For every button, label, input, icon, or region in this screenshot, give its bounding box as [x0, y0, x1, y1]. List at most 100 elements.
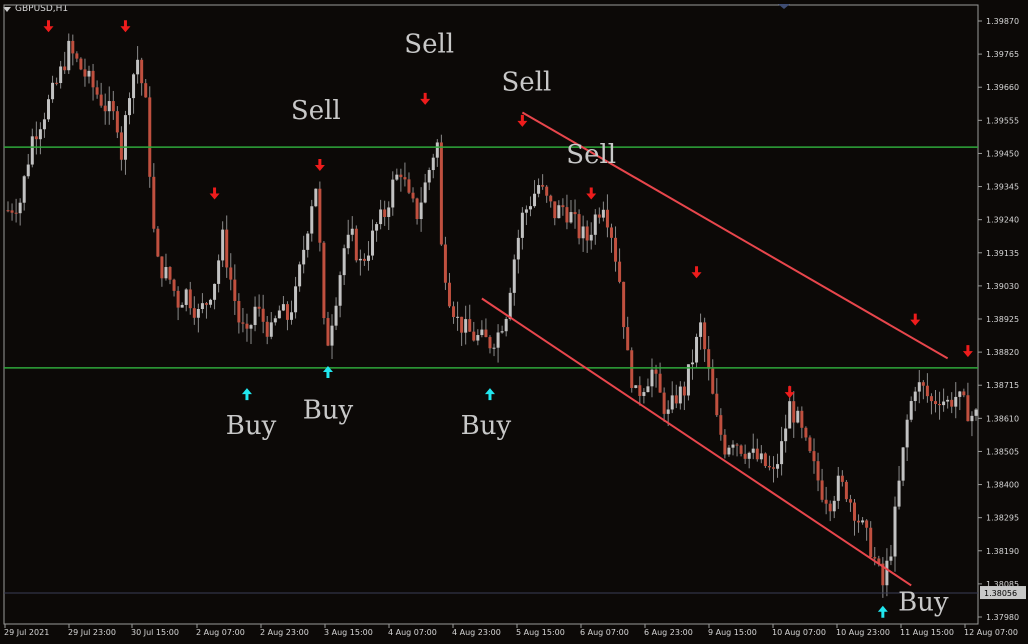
- bull-candle: [537, 185, 541, 194]
- bull-candle: [375, 224, 379, 231]
- bear-candle: [743, 453, 747, 459]
- bear-candle: [472, 331, 476, 341]
- bull-candle: [784, 428, 788, 442]
- bear-candle: [804, 427, 808, 438]
- sell-arrow-icon: [420, 92, 431, 105]
- bear-candle: [91, 70, 95, 88]
- bear-candle: [55, 82, 59, 84]
- bear-candle: [188, 289, 192, 309]
- bull-candle: [678, 386, 682, 404]
- x-axis-tick-label: 12 Aug 07:00: [964, 628, 1018, 637]
- bull-candle: [695, 336, 699, 363]
- y-axis-tick-label: 1.38190: [986, 547, 1019, 556]
- bear-candle: [877, 558, 881, 564]
- bull-candle: [196, 308, 200, 318]
- bear-candle: [824, 499, 828, 504]
- channel-lower-line: [481, 297, 912, 587]
- x-axis-tick-label: 5 Aug 15:00: [516, 628, 565, 637]
- bear-candle: [755, 448, 759, 460]
- bear-candle: [873, 557, 877, 559]
- bull-candle: [249, 325, 253, 329]
- bull-candle: [500, 331, 504, 333]
- bull-candle: [391, 179, 395, 208]
- bull-candle: [759, 453, 763, 460]
- bull-candle: [646, 386, 650, 393]
- bull-candle: [277, 310, 281, 319]
- sell-arrow-icon: [784, 386, 795, 399]
- bull-candle: [885, 560, 889, 586]
- window-marker-icon: [778, 4, 790, 9]
- bull-candle: [18, 202, 22, 214]
- bear-candle: [148, 97, 152, 177]
- bull-candle: [496, 332, 500, 348]
- bull-candle: [557, 205, 561, 219]
- bull-candle: [897, 480, 901, 507]
- channel-upper-line: [521, 111, 949, 360]
- bear-candle: [711, 368, 715, 394]
- bull-candle: [302, 249, 306, 265]
- symbol-title-bar[interactable]: GBPUSD,H1: [3, 4, 68, 14]
- bear-candle: [816, 461, 820, 481]
- bear-candle: [881, 563, 885, 586]
- bear-candle: [577, 214, 581, 239]
- bear-candle: [354, 228, 358, 261]
- bull-candle: [901, 447, 905, 481]
- sell-arrow-icon: [517, 114, 528, 127]
- bear-candle: [573, 212, 577, 215]
- bull-candle: [42, 119, 46, 130]
- bull-candle: [269, 322, 273, 337]
- bull-candle: [128, 98, 132, 116]
- bear-candle: [322, 242, 326, 319]
- bull-candle: [524, 209, 528, 213]
- bear-candle: [820, 480, 824, 500]
- bear-candle: [938, 403, 942, 406]
- x-axis-tick-label: 4 Aug 07:00: [388, 628, 437, 637]
- bull-candle: [59, 66, 63, 84]
- bull-candle: [221, 229, 225, 261]
- bull-candle: [200, 303, 204, 309]
- bull-candle: [67, 40, 71, 71]
- bull-candle: [273, 318, 277, 323]
- dropdown-triangle-icon[interactable]: [3, 6, 11, 12]
- bear-candle: [828, 503, 832, 512]
- bear-candle: [468, 319, 472, 332]
- bear-candle: [383, 209, 387, 217]
- bear-candle: [545, 186, 549, 196]
- bull-candle: [780, 441, 784, 465]
- x-axis-tick-label: 4 Aug 23:00: [452, 628, 501, 637]
- bear-candle: [735, 444, 739, 446]
- bull-candle: [38, 129, 42, 140]
- bear-candle: [739, 445, 743, 454]
- bull-candle: [423, 182, 427, 203]
- bear-candle: [626, 327, 630, 351]
- y-axis-tick-label: 1.39870: [986, 17, 1019, 26]
- bull-candle: [184, 289, 188, 305]
- sell-signal-label: Sell: [291, 96, 341, 126]
- bear-candle: [443, 244, 447, 283]
- bear-candle: [921, 382, 925, 386]
- bear-candle: [160, 256, 164, 279]
- plot-frame: [3, 4, 979, 625]
- bull-candle: [913, 391, 917, 402]
- bull-candle: [136, 59, 140, 75]
- bear-candle: [192, 308, 196, 318]
- bull-candle: [905, 419, 909, 448]
- bull-candle: [593, 214, 597, 235]
- bear-candle: [962, 391, 966, 396]
- bull-candle: [310, 206, 314, 234]
- bear-candle: [723, 434, 727, 455]
- bull-candle: [47, 99, 51, 120]
- sell-arrow-icon: [691, 266, 702, 279]
- bull-candle: [330, 325, 334, 346]
- bear-candle: [565, 207, 569, 223]
- y-axis-tick-label: 1.39240: [986, 216, 1019, 225]
- bull-candle: [970, 415, 974, 422]
- bull-candle: [581, 226, 585, 239]
- bear-candle: [79, 58, 83, 70]
- bear-candle: [950, 399, 954, 407]
- bear-candle: [618, 261, 622, 282]
- bear-candle: [318, 188, 322, 243]
- bear-candle: [682, 386, 686, 396]
